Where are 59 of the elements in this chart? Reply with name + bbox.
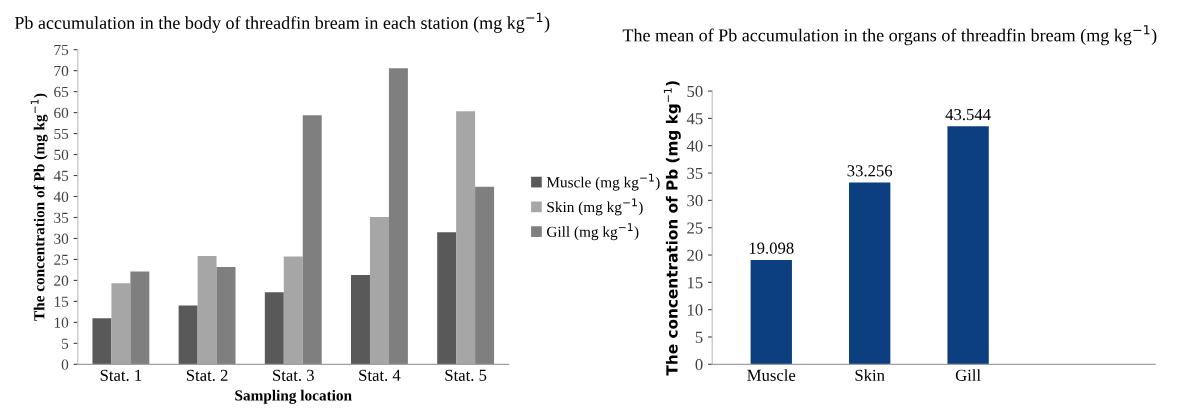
- x-tick-label: Stat. 3: [273, 369, 314, 381]
- bar: [475, 186, 495, 365]
- legend-label: Skin (mg kg$^{−1}$): [547, 198, 643, 216]
- x-tick-label: Stat. 2: [186, 369, 228, 381]
- bar: [264, 292, 284, 365]
- bar: [216, 266, 236, 365]
- y-tick-label: 5: [695, 331, 703, 343]
- y-tick-label: 10: [687, 304, 703, 316]
- legend-label: Muscle (mg kg$^{−1}$): [546, 173, 660, 191]
- bar: [947, 126, 989, 365]
- y-tick-label: 40: [53, 191, 69, 202]
- x-axis-title: Sampling location: [235, 389, 352, 404]
- bar: [178, 305, 198, 365]
- bar: [92, 318, 112, 365]
- bar: [437, 232, 457, 365]
- y-tick-label: 0: [695, 359, 703, 371]
- chart-title: Pb accumulation in the body of threadfin bream in each station (mg kg$^{−1}$): [14, 12, 550, 33]
- y-tick-label: 35: [687, 167, 703, 179]
- bar: [351, 274, 370, 365]
- y-tick-label: 55: [54, 128, 69, 140]
- y-tick-label: 5: [62, 338, 69, 349]
- x-tick-label: Gill: [955, 369, 981, 381]
- y-tick-label: 50: [54, 149, 69, 161]
- y-tick-label: 30: [687, 195, 703, 207]
- y-axis-title: The concentration of Pb (mg kg$^{−1}$): [663, 81, 681, 376]
- bar: [849, 182, 891, 365]
- bar: [130, 271, 150, 365]
- bar: [750, 259, 792, 365]
- data-label: 33.256: [847, 165, 893, 177]
- legend-label: Gill (mg kg$^{−1}$): [547, 223, 639, 241]
- y-tick-label: 10: [54, 317, 69, 328]
- x-tick-label: Stat. 5: [445, 369, 487, 381]
- y-tick-label: 20: [54, 275, 69, 286]
- chart-title: The mean of Pb accumulation in the organs of threadfin bream (mg kg$^{−1}$): [622, 25, 1157, 46]
- bar: [388, 68, 408, 365]
- x-tick-label: Skin: [855, 369, 885, 381]
- y-tick-label: 30: [54, 233, 69, 244]
- y-tick-label: 65: [54, 86, 69, 98]
- y-tick-label: 60: [54, 107, 69, 119]
- y-tick-label: 15: [54, 296, 69, 307]
- data-label: 43.544: [945, 109, 991, 121]
- y-tick-label: 25: [687, 222, 703, 234]
- y-tick-label: 45: [53, 170, 69, 181]
- x-tick-label: Stat. 1: [100, 369, 142, 381]
- y-tick-label: 25: [54, 254, 69, 265]
- y-tick-label: 40: [686, 140, 703, 152]
- y-axis-title: The concentration of Pb (mg kg$^{−1}$): [30, 93, 48, 321]
- x-tick-label: Muscle: [747, 369, 796, 381]
- y-tick-label: 20: [687, 249, 703, 261]
- y-tick-label: 50: [687, 85, 703, 98]
- y-tick-label: 75: [54, 44, 69, 56]
- y-tick-label: 15: [687, 277, 703, 289]
- y-tick-label: 35: [54, 212, 69, 223]
- y-tick-label: 70: [54, 65, 69, 77]
- x-tick-label: Stat. 4: [359, 369, 401, 381]
- data-label: 19.098: [749, 242, 794, 254]
- y-tick-label: 0: [61, 359, 69, 370]
- y-tick-label: 45: [686, 113, 703, 125]
- bar: [302, 115, 322, 365]
